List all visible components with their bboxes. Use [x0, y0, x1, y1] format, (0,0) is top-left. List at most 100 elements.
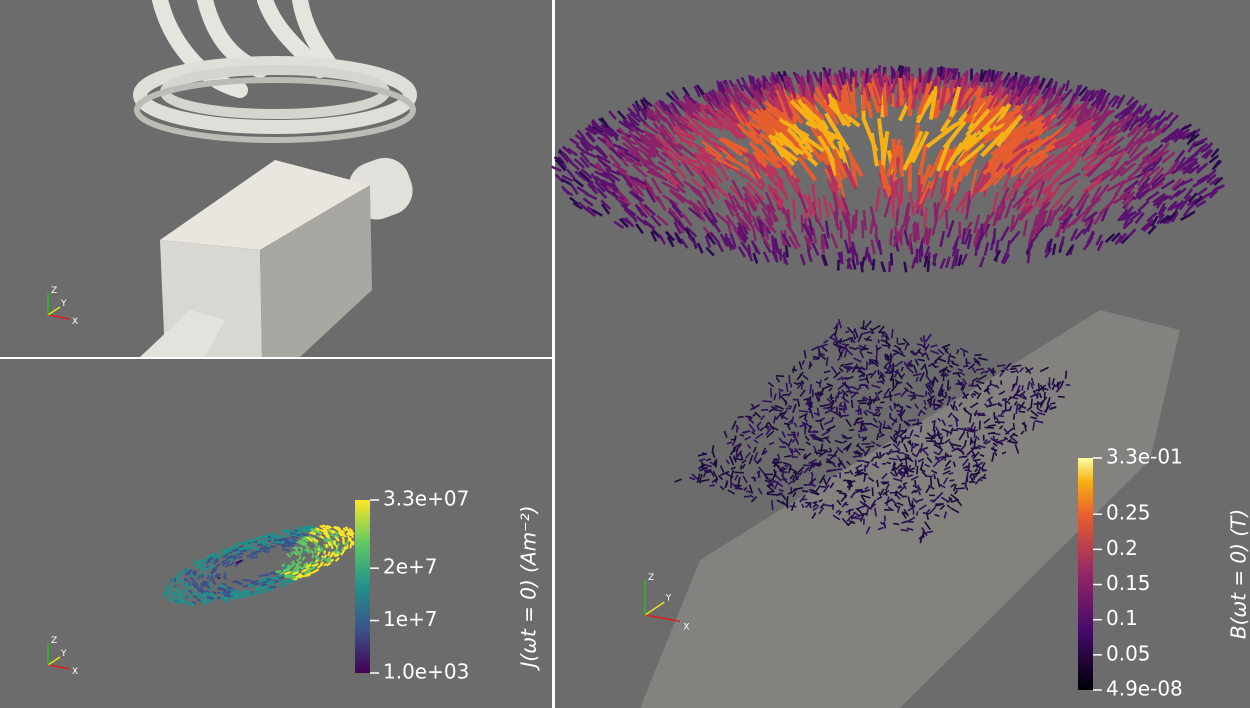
arrow-glyph — [783, 470, 784, 475]
arrow-glyph — [1038, 383, 1039, 388]
arrow-glyph — [1031, 399, 1032, 408]
arrow-glyph — [767, 494, 777, 495]
arrow-glyph — [802, 499, 807, 500]
arrow-glyph — [259, 591, 267, 592]
arrow-glyph — [890, 229, 891, 245]
arrow-glyph — [954, 449, 960, 450]
arrow-glyph — [819, 392, 820, 401]
arrow-glyph — [345, 527, 347, 529]
arrow-glyph — [316, 548, 317, 551]
arrow-glyph — [948, 380, 949, 390]
arrow-glyph — [758, 471, 759, 478]
arrow-glyph — [856, 253, 857, 265]
arrow-glyph — [901, 530, 909, 531]
arrow-glyph — [232, 547, 237, 548]
arrow-glyph — [279, 577, 284, 578]
arrow-glyph — [292, 539, 296, 540]
arrow-glyph — [773, 462, 783, 463]
arrow-glyph — [901, 145, 903, 176]
arrow-glyph — [751, 478, 756, 479]
arrow-glyph — [297, 535, 301, 536]
colorbar-tick-label: 0.25 — [1106, 501, 1151, 525]
arrow-glyph — [994, 412, 995, 420]
arrow-glyph — [880, 425, 881, 433]
arrow-glyph — [967, 432, 968, 438]
arrow-glyph — [179, 572, 181, 574]
colorbar-gradient — [355, 500, 370, 673]
arrow-glyph — [185, 573, 187, 575]
arrow-glyph — [847, 438, 852, 439]
arrow-glyph — [210, 574, 211, 576]
arrow-glyph — [944, 67, 945, 79]
arrow-glyph — [851, 69, 852, 84]
arrow-glyph — [931, 477, 932, 486]
arrow-glyph — [890, 77, 891, 104]
arrow-glyph — [233, 582, 240, 583]
arrow-glyph — [784, 456, 791, 457]
axis-z-label: Z — [51, 286, 57, 296]
axis-z-label: Z — [648, 573, 654, 583]
arrow-glyph — [963, 366, 968, 367]
arrow-glyph — [212, 571, 214, 574]
arrow-glyph — [223, 601, 228, 602]
colorbar-tick-label: 0.2 — [1106, 536, 1138, 560]
arrow-glyph — [849, 232, 850, 248]
arrow-glyph — [893, 523, 899, 524]
arrow-glyph — [910, 471, 914, 472]
arrow-glyph — [326, 544, 327, 548]
arrow-glyph — [947, 371, 951, 372]
arrow-glyph — [166, 591, 167, 594]
arrow-glyph — [183, 584, 184, 587]
arrow-glyph — [945, 69, 946, 84]
arrow-glyph — [244, 544, 249, 545]
arrow-glyph — [248, 545, 253, 546]
arrow-glyph — [1019, 407, 1020, 411]
arrow-glyph — [213, 592, 216, 593]
arrow-glyph — [328, 531, 331, 533]
arrow-glyph — [897, 453, 904, 454]
arrow-glyph — [276, 542, 283, 543]
arrow-glyph — [810, 502, 811, 508]
arrow-glyph — [350, 544, 351, 548]
arrow-glyph — [836, 491, 842, 492]
arrow-glyph — [792, 449, 793, 458]
arrow-glyph — [872, 487, 873, 496]
arrow-glyph — [882, 427, 891, 428]
arrow-glyph — [176, 590, 178, 593]
arrow-glyph — [810, 434, 816, 435]
axis-x-label: X — [72, 667, 78, 677]
arrow-glyph — [823, 239, 824, 253]
arrow-glyph — [269, 590, 273, 591]
colorbar-tick-label: 0.05 — [1106, 641, 1151, 665]
arrow-glyph — [798, 449, 804, 450]
arrow-glyph — [846, 387, 852, 388]
arrow-glyph — [185, 578, 186, 581]
arrow-glyph — [841, 221, 842, 239]
arrow-glyph — [813, 439, 821, 440]
arrow-glyph — [186, 592, 188, 594]
arrow-glyph — [181, 580, 182, 582]
arrow-glyph — [878, 339, 879, 343]
arrow-glyph — [734, 472, 743, 473]
arrow-glyph — [261, 584, 267, 585]
arrow-glyph — [896, 411, 902, 412]
arrow-glyph — [910, 440, 911, 445]
arrow-glyph — [890, 391, 891, 401]
arrow-glyph — [898, 344, 905, 345]
arrow-glyph — [923, 531, 924, 537]
arrow-glyph — [761, 410, 768, 411]
arrow-glyph — [716, 459, 717, 468]
arrow-glyph — [892, 68, 893, 84]
arrow-glyph — [318, 552, 319, 555]
arrow-glyph — [762, 401, 772, 402]
arrow-glyph — [893, 196, 894, 218]
arrow-glyph — [1058, 397, 1065, 398]
arrow-glyph — [229, 598, 236, 599]
arrow-glyph — [324, 551, 325, 554]
arrow-glyph — [856, 453, 863, 454]
arrow-glyph — [998, 443, 1003, 444]
arrow-glyph — [873, 259, 874, 270]
arrow-glyph — [1050, 403, 1055, 404]
arrow-glyph — [824, 505, 834, 506]
arrow-glyph — [181, 588, 182, 591]
